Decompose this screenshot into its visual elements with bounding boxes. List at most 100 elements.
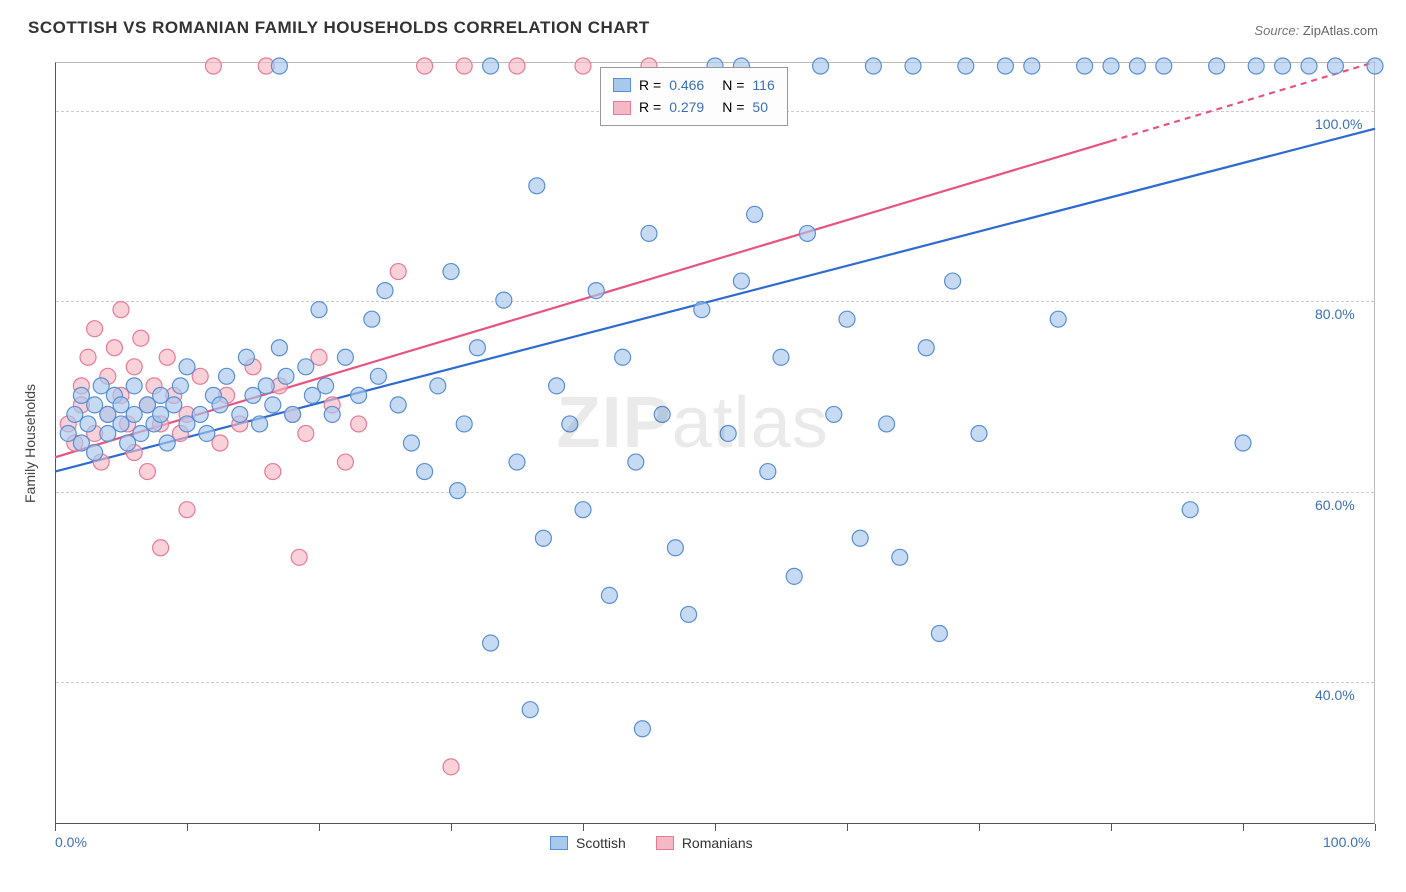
data-point [205, 58, 221, 74]
data-point [179, 359, 195, 375]
data-point [483, 58, 499, 74]
x-tick [847, 824, 848, 831]
data-point [839, 311, 855, 327]
data-point [324, 406, 340, 422]
data-point [113, 302, 129, 318]
scatter-chart [0, 0, 1406, 892]
data-point [172, 378, 188, 394]
data-point [133, 330, 149, 346]
legend-n-label: N = [722, 96, 744, 118]
data-point [212, 397, 228, 413]
data-point [549, 378, 565, 394]
data-point [159, 435, 175, 451]
legend-series-name: Romanians [682, 835, 753, 851]
legend-item: Romanians [656, 835, 753, 851]
data-point [799, 225, 815, 241]
data-point [351, 387, 367, 403]
data-point [529, 178, 545, 194]
data-point [694, 302, 710, 318]
legend-n-value: 116 [752, 74, 774, 96]
data-point [588, 283, 604, 299]
data-point [390, 397, 406, 413]
x-tick-label: 100.0% [1323, 834, 1370, 850]
y-tick-label: 40.0% [1315, 687, 1355, 703]
data-point [311, 302, 327, 318]
data-point [522, 702, 538, 718]
y-tick-label: 60.0% [1315, 497, 1355, 513]
data-point [450, 483, 466, 499]
data-point [1077, 58, 1093, 74]
data-point [443, 759, 459, 775]
data-point [469, 340, 485, 356]
data-point [1367, 58, 1383, 74]
data-point [179, 502, 195, 518]
data-point [720, 425, 736, 441]
data-point [80, 349, 96, 365]
data-point [654, 406, 670, 422]
data-point [456, 416, 472, 432]
data-point [106, 340, 122, 356]
legend-r-label: R = [639, 74, 661, 96]
data-point [271, 58, 287, 74]
data-point [1209, 58, 1225, 74]
data-point [219, 368, 235, 384]
x-tick [715, 824, 716, 831]
data-point [318, 378, 334, 394]
data-point [80, 416, 96, 432]
data-point [126, 359, 142, 375]
data-point [377, 283, 393, 299]
data-point [1156, 58, 1172, 74]
data-point [733, 273, 749, 289]
x-tick-label: 0.0% [55, 834, 87, 850]
data-point [958, 58, 974, 74]
series-legend: Scottish Romanians [550, 835, 753, 851]
data-point [337, 454, 353, 470]
data-point [509, 454, 525, 470]
data-point [773, 349, 789, 365]
legend-r-label: R = [639, 96, 661, 118]
data-point [575, 58, 591, 74]
stats-legend-row: R = 0.466 N = 116 [613, 74, 775, 96]
x-tick [55, 824, 56, 831]
data-point [364, 311, 380, 327]
data-point [278, 368, 294, 384]
y-tick-label: 100.0% [1315, 116, 1362, 132]
data-point [641, 225, 657, 241]
data-point [87, 445, 103, 461]
data-point [601, 587, 617, 603]
x-tick [451, 824, 452, 831]
data-point [417, 464, 433, 480]
data-point [298, 425, 314, 441]
x-tick [979, 824, 980, 831]
data-point [370, 368, 386, 384]
legend-n-label: N = [722, 74, 744, 96]
data-point [905, 58, 921, 74]
data-point [298, 359, 314, 375]
data-point [258, 378, 274, 394]
data-point [786, 568, 802, 584]
y-tick-label: 80.0% [1315, 306, 1355, 322]
data-point [1050, 311, 1066, 327]
data-point [199, 425, 215, 441]
data-point [291, 549, 307, 565]
legend-item: Scottish [550, 835, 626, 851]
data-point [232, 406, 248, 422]
data-point [1275, 58, 1291, 74]
data-point [351, 416, 367, 432]
legend-r-value: 0.466 [669, 74, 704, 96]
stats-legend-row: R = 0.279 N = 50 [613, 96, 775, 118]
data-point [271, 340, 287, 356]
data-point [865, 58, 881, 74]
data-point [747, 206, 763, 222]
data-point [126, 378, 142, 394]
data-point [1182, 502, 1198, 518]
data-point [852, 530, 868, 546]
x-tick [583, 824, 584, 831]
data-point [1129, 58, 1145, 74]
data-point [575, 502, 591, 518]
data-point [1024, 58, 1040, 74]
data-point [615, 349, 631, 365]
data-point [430, 378, 446, 394]
data-point [892, 549, 908, 565]
data-point [760, 464, 776, 480]
